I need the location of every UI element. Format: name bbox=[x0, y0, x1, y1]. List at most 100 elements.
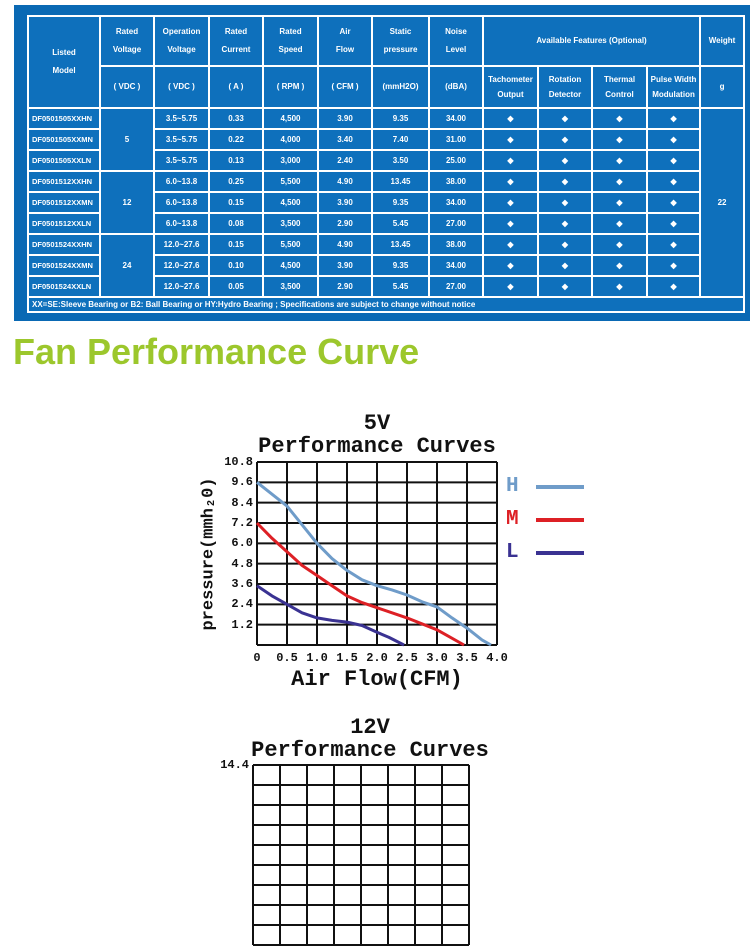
cell-rated-speed: 4,000 bbox=[262, 128, 319, 151]
cell-noise-level: 25.00 bbox=[428, 149, 484, 172]
cell-model: DF0501505XXMN bbox=[27, 128, 101, 151]
feature-diamond-icon-thermal: ◆ bbox=[591, 275, 648, 298]
cell-rated-speed: 4,500 bbox=[262, 254, 319, 277]
cell-rated-current: 0.13 bbox=[208, 149, 264, 172]
feature-diamond-icon-tachometer: ◆ bbox=[482, 275, 539, 298]
table-row: DF0501524XXMN 12.0~27.6 0.10 4,500 3.90 9.35 3… bbox=[27, 254, 744, 277]
feature-diamond-icon-pwm: ◆ bbox=[645, 107, 702, 130]
feature-diamond-icon-rotation: ◆ bbox=[537, 254, 593, 277]
cell-rated-speed: 3,500 bbox=[262, 212, 319, 235]
feature-diamond-icon-thermal: ◆ bbox=[591, 212, 648, 235]
table-row: DF0501505XXHN 5 3.5~5.75 0.33 4,500 3.90 9.35 3… bbox=[27, 107, 746, 298]
cell-operation-voltage: 3.5~5.75 bbox=[153, 107, 210, 130]
cell-rated-speed: 5,500 bbox=[262, 170, 319, 193]
feature-diamond-icon-thermal: ◆ bbox=[591, 107, 648, 130]
feature-diamond-icon-rotation: ◆ bbox=[537, 107, 593, 130]
cell-operation-voltage: 3.5~5.75 bbox=[153, 128, 210, 151]
section-heading: Fan Performance Curve bbox=[13, 331, 420, 372]
cell-noise-level: 27.00 bbox=[428, 212, 484, 235]
chart-title: 5V Performance Curves bbox=[217, 412, 537, 458]
feature-diamond-icon-pwm: ◆ bbox=[645, 191, 702, 214]
cell-rated-voltage: 24 bbox=[99, 233, 155, 298]
header-cell: Air Flow bbox=[317, 15, 373, 67]
feature-diamond-icon-rotation: ◆ bbox=[537, 170, 593, 193]
cell-static-pressure: 3.50 bbox=[371, 149, 430, 172]
cell-noise-level: 34.00 bbox=[428, 191, 484, 214]
cell-air-flow: 4.90 bbox=[317, 170, 373, 193]
chart-title-line1: 5V bbox=[363, 411, 391, 436]
x-axis-tick: 4.0 bbox=[486, 651, 508, 665]
unit-header-cell: ( VDC ) bbox=[153, 65, 210, 109]
y-axis-label: pressure(mmh₂0) bbox=[199, 476, 219, 631]
feature-diamond-icon-rotation: ◆ bbox=[537, 191, 593, 214]
curve-M bbox=[255, 521, 465, 647]
header-cell: Listed Model bbox=[27, 15, 101, 109]
y-axis-tick: 14.4 bbox=[220, 758, 249, 772]
spec-tbody: DF0501505XXHN 5 3.5~5.75 0.33 4,500 3.90 9.35 3… bbox=[27, 107, 746, 298]
cell-rated-voltage: 12 bbox=[99, 170, 155, 235]
cell-noise-level: 38.00 bbox=[428, 170, 484, 193]
cell-rated-current: 0.10 bbox=[208, 254, 264, 277]
cell-static-pressure: 13.45 bbox=[371, 233, 430, 256]
header-cell: Operation Voltage bbox=[153, 15, 210, 67]
spec-thead: Listed Model Rated Voltage Operation Volta… bbox=[27, 15, 746, 109]
header-cell: Noise Level bbox=[428, 15, 484, 67]
footnote: XX=SE:Sleeve Bearing or B2: Ball Bearing… bbox=[26, 296, 746, 313]
feature-diamond-icon-tachometer: ◆ bbox=[482, 107, 539, 130]
plot-area bbox=[255, 461, 498, 647]
cell-air-flow: 3.40 bbox=[317, 128, 373, 151]
unit-header-cell: Pulse Width Modulation bbox=[645, 65, 702, 109]
cell-model: DF0501512XXHN bbox=[27, 170, 101, 193]
chart-title: 12V Performance Curves bbox=[210, 716, 530, 762]
cell-operation-voltage: 6.0~13.8 bbox=[153, 191, 210, 214]
feature-diamond-icon-pwm: ◆ bbox=[645, 212, 702, 235]
spec-tfoot: XX=SE:Sleeve Bearing or B2: Ball Bearing… bbox=[26, 296, 746, 313]
cell-noise-level: 34.00 bbox=[428, 254, 484, 277]
spec-table: Listed Model Rated Voltage Operation Volta… bbox=[14, 5, 750, 321]
legend-line-icon-H bbox=[536, 485, 584, 489]
legend-label-H: H bbox=[506, 475, 519, 498]
table-row: DF0501505XXLN 3.5~5.75 0.13 3,000 2.40 3.50 25… bbox=[27, 149, 744, 172]
cell-noise-level: 31.00 bbox=[428, 128, 484, 151]
header-row-1: Listed Model Rated Voltage Operation Volta… bbox=[27, 15, 746, 109]
chart-title-line2: Performance Curves bbox=[258, 434, 496, 459]
legend-line-icon-M bbox=[536, 518, 584, 522]
cell-static-pressure: 5.45 bbox=[371, 275, 430, 298]
unit-header-cell: ( CFM ) bbox=[317, 65, 373, 109]
unit-header-cell: ( A ) bbox=[208, 65, 264, 109]
cell-weight: 22 bbox=[699, 107, 746, 298]
cell-rated-speed: 3,500 bbox=[262, 275, 319, 298]
cell-static-pressure: 5.45 bbox=[371, 212, 430, 235]
cell-air-flow: 2.90 bbox=[317, 275, 373, 298]
feature-diamond-icon-rotation: ◆ bbox=[537, 275, 593, 298]
unit-header-cell: Thermal Control bbox=[591, 65, 648, 109]
feature-diamond-icon-tachometer: ◆ bbox=[482, 254, 539, 277]
x-axis-label: Air Flow(CFM) bbox=[291, 667, 463, 692]
feature-diamond-icon-tachometer: ◆ bbox=[482, 212, 539, 235]
header-cell: Rated Current bbox=[208, 15, 264, 67]
unit-header-cell: g bbox=[699, 65, 746, 109]
cell-rated-current: 0.25 bbox=[208, 170, 264, 193]
feature-diamond-icon-rotation: ◆ bbox=[537, 128, 593, 151]
feature-diamond-icon-thermal: ◆ bbox=[591, 128, 648, 151]
feature-diamond-icon-pwm: ◆ bbox=[645, 170, 702, 193]
cell-rated-current: 0.05 bbox=[208, 275, 264, 298]
cell-noise-level: 27.00 bbox=[428, 275, 484, 298]
cell-rated-voltage: 5 bbox=[99, 107, 155, 172]
cell-air-flow: 2.40 bbox=[317, 149, 373, 172]
cell-rated-speed: 4,500 bbox=[262, 191, 319, 214]
legend-label-L: L bbox=[506, 541, 519, 564]
cell-static-pressure: 9.35 bbox=[371, 254, 430, 277]
feature-diamond-icon-tachometer: ◆ bbox=[482, 128, 539, 151]
x-axis-tick: 3.0 bbox=[426, 651, 448, 665]
unit-header-cell: ( VDC ) bbox=[99, 65, 155, 109]
cell-rated-speed: 5,500 bbox=[262, 233, 319, 256]
cell-model: DF0501524XXLN bbox=[27, 275, 101, 298]
feature-diamond-icon-pwm: ◆ bbox=[645, 254, 702, 277]
cell-rated-current: 0.33 bbox=[208, 107, 264, 130]
x-axis-tick: 1.5 bbox=[336, 651, 358, 665]
y-axis-tick: 8.4 bbox=[231, 495, 253, 510]
feature-diamond-icon-thermal: ◆ bbox=[591, 170, 648, 193]
cell-air-flow: 4.90 bbox=[317, 233, 373, 256]
feature-diamond-icon-thermal: ◆ bbox=[591, 149, 648, 172]
